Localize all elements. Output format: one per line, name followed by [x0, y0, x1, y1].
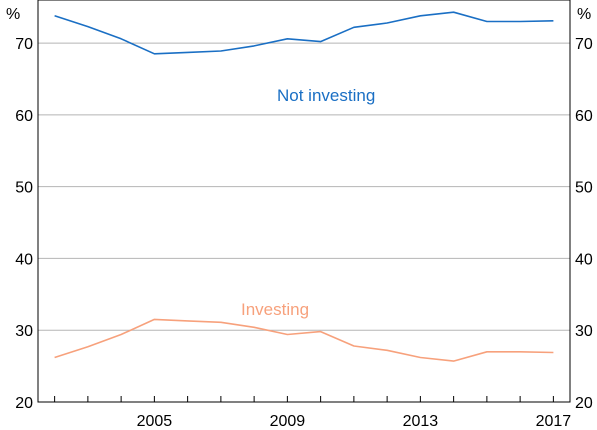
right-unit-label: %: [577, 6, 591, 23]
y-tick-label-left: 70: [15, 36, 33, 53]
x-tick-label: 2009: [270, 413, 306, 430]
plot-frame: [37, 0, 571, 403]
left-unit-label: %: [6, 6, 20, 23]
series-line-not-investing: [54, 11, 554, 55]
x-tick-label: 2013: [403, 413, 439, 430]
series-lines: [54, 11, 554, 362]
y-tick-label-left: 60: [15, 108, 33, 125]
y-tick-label-left: 50: [15, 180, 33, 197]
y-tick-label-right: 30: [575, 323, 593, 340]
x-tick-label: 2005: [137, 413, 173, 430]
y-tick-label-right: 50: [575, 180, 593, 197]
series-line-investing: [54, 318, 554, 362]
plot-border: [37, 0, 571, 403]
x-tick-label: 2017: [536, 413, 572, 430]
y-tick-label-right: 70: [575, 36, 593, 53]
y-tick-label-right: 40: [575, 251, 593, 268]
axis-ticks: [54, 396, 554, 402]
series-label-not-investing: Not investing: [277, 86, 375, 105]
y-tick-label-left: 40: [15, 251, 33, 268]
series-label-investing: Investing: [241, 300, 309, 319]
y-tick-label-left: 20: [15, 395, 33, 412]
y-tick-label-right: 20: [575, 395, 593, 412]
gridlines: [38, 42, 570, 331]
tick-labels: 20 20 30 30 40 40 50 50 60 60 70 70 2005 2009 2013 2017: [15, 36, 593, 430]
y-tick-label-right: 60: [575, 108, 593, 125]
y-tick-label-left: 30: [15, 323, 33, 340]
